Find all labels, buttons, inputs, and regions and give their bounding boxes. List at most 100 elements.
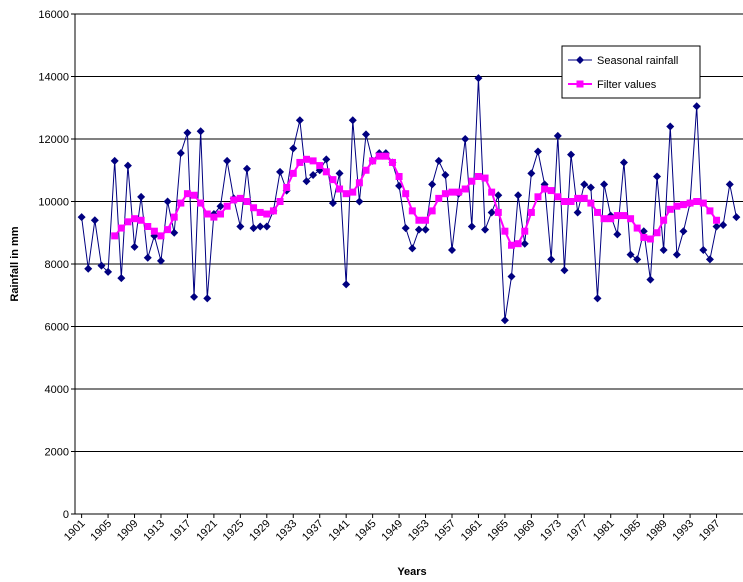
data-point — [699, 245, 708, 254]
data-point — [600, 215, 608, 223]
y-tick-label: 14000 — [38, 72, 69, 84]
data-point — [242, 164, 251, 173]
legend-label: Filter values — [597, 79, 657, 91]
data-point — [117, 274, 126, 283]
data-point — [369, 157, 377, 165]
y-tick-label: 6000 — [45, 322, 69, 334]
data-point — [448, 188, 456, 196]
data-point — [487, 208, 496, 217]
legend-box — [561, 45, 701, 99]
legend-marker — [576, 56, 584, 64]
data-point — [342, 280, 351, 289]
data-point — [328, 199, 337, 208]
data-point — [725, 180, 734, 189]
data-point — [627, 215, 635, 223]
data-point — [699, 199, 707, 207]
data-point — [210, 213, 218, 221]
data-point — [156, 256, 165, 265]
data-point — [335, 169, 344, 178]
data-point — [117, 224, 125, 232]
data-point — [329, 176, 337, 184]
data-point — [84, 264, 93, 273]
x-tick-label: 1993 — [670, 518, 696, 544]
y-tick-label: 8000 — [45, 259, 69, 271]
data-point — [217, 210, 225, 218]
data-point — [514, 240, 522, 248]
data-point — [521, 227, 529, 235]
x-tick-label: 1949 — [379, 518, 405, 544]
data-point — [256, 222, 265, 231]
data-point — [422, 216, 430, 224]
data-point — [295, 116, 304, 125]
x-tick-label: 1945 — [353, 518, 379, 544]
y-tick-label: 4000 — [45, 384, 69, 396]
data-point — [547, 255, 556, 264]
x-tick-label: 1901 — [62, 518, 88, 544]
data-point — [554, 193, 562, 201]
data-point — [309, 170, 318, 179]
data-point — [256, 208, 264, 216]
data-point — [421, 225, 430, 234]
data-point — [732, 213, 741, 222]
data-point — [262, 222, 271, 231]
data-point — [382, 152, 390, 160]
data-point — [494, 208, 502, 216]
data-point — [441, 190, 449, 198]
data-point — [468, 177, 476, 185]
data-point — [560, 198, 568, 205]
data-point — [673, 202, 681, 210]
x-tick-label: 1989 — [644, 518, 670, 544]
data-point — [660, 216, 668, 224]
data-point — [276, 167, 285, 176]
data-point — [375, 152, 383, 160]
data-point — [600, 180, 609, 189]
data-point — [302, 155, 310, 163]
data-point — [574, 194, 582, 202]
x-tick-label: 1933 — [274, 518, 300, 544]
data-point — [527, 208, 535, 216]
y-tick-label: 12000 — [38, 134, 69, 146]
data-point — [666, 122, 675, 131]
data-point — [322, 168, 330, 176]
data-point — [494, 191, 503, 200]
data-point — [481, 174, 489, 182]
data-point — [388, 158, 396, 166]
data-point — [580, 194, 588, 202]
data-point — [401, 224, 410, 233]
x-tick-label: 1981 — [591, 518, 617, 544]
data-point — [461, 135, 470, 143]
data-point — [269, 207, 277, 215]
x-tick-label: 1965 — [485, 518, 511, 544]
data-point — [586, 183, 595, 192]
x-tick-label: 1929 — [247, 518, 273, 544]
legend: Seasonal rainfall Filter values — [561, 45, 701, 99]
x-tick-label: 1997 — [697, 518, 723, 544]
data-point — [428, 180, 437, 189]
data-point — [541, 185, 549, 193]
data-point — [659, 245, 668, 254]
x-tick-label: 1905 — [88, 518, 114, 544]
data-point — [553, 131, 562, 140]
data-point — [501, 227, 509, 235]
data-point — [230, 196, 238, 204]
data-point — [467, 222, 476, 231]
data-point — [719, 220, 728, 229]
x-tick-label: 1985 — [618, 518, 644, 544]
data-point — [415, 216, 423, 224]
data-point — [249, 224, 258, 233]
data-point — [626, 250, 635, 259]
data-point — [196, 127, 205, 136]
data-point — [481, 225, 490, 234]
data-point — [362, 166, 370, 174]
data-point — [712, 222, 721, 231]
data-point — [90, 216, 99, 225]
x-tick-label: 1961 — [459, 518, 485, 544]
data-point — [349, 188, 357, 196]
data-point — [679, 227, 688, 236]
data-point — [428, 207, 436, 215]
x-tick-label: 1937 — [300, 518, 326, 544]
data-point — [402, 190, 410, 198]
data-point — [692, 102, 701, 111]
data-point — [163, 197, 172, 206]
plot-area — [77, 74, 741, 325]
